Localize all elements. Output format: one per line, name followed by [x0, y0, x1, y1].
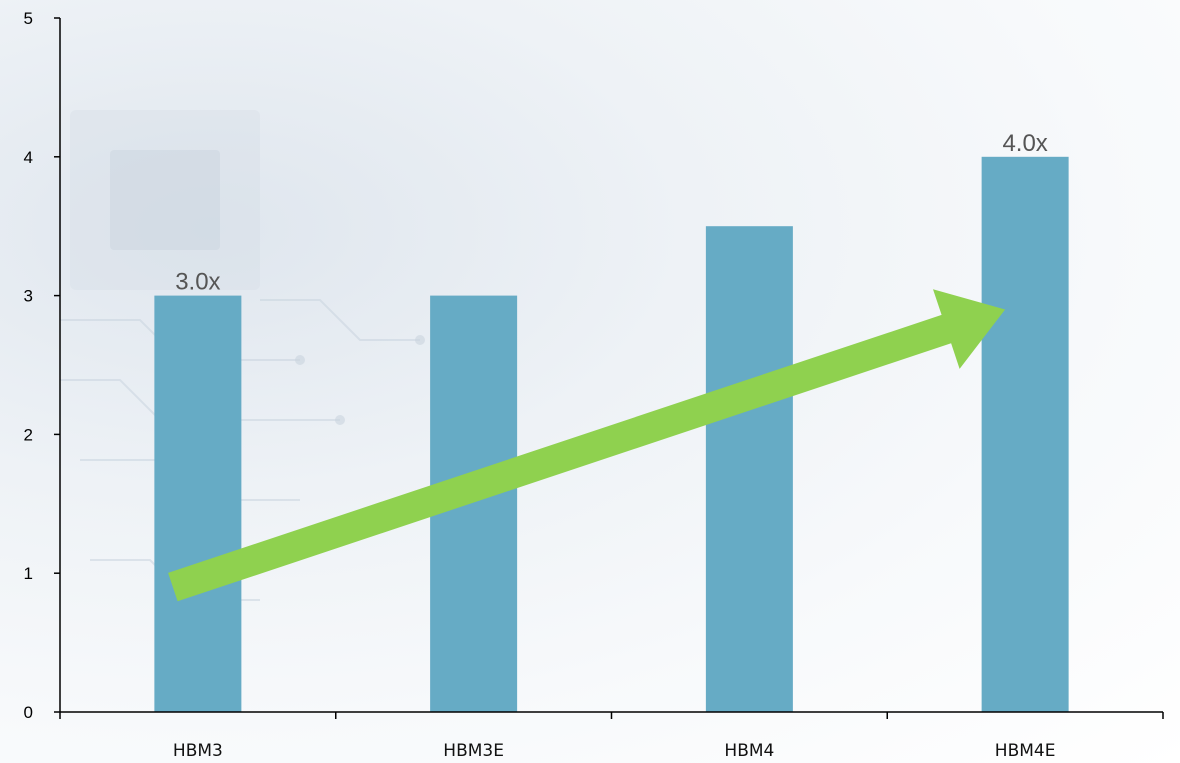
circuit-node	[335, 415, 345, 425]
y-tick-label: 1	[24, 564, 33, 583]
bar-hbm4e	[981, 156, 1069, 713]
trend-arrow-layer	[168, 289, 1006, 602]
y-tick-label: 5	[24, 9, 33, 28]
x-tick-label-hbm3e: HBM3E	[443, 741, 504, 761]
bars-layer	[154, 156, 1069, 713]
trend-arrow	[168, 289, 1006, 602]
y-tick-label: 0	[24, 703, 33, 722]
data-label-hbm3: 3.0x	[175, 269, 220, 296]
circuit-node	[415, 335, 425, 345]
circuit-trace	[260, 299, 420, 341]
circuit-node	[295, 355, 305, 365]
y-tick-label: 2	[24, 425, 33, 444]
x-tick-label-hbm3: HBM3	[173, 741, 223, 761]
circuit-board-background	[60, 110, 425, 601]
bar-hbm4	[705, 226, 793, 712]
x-tick-label-hbm4: HBM4	[724, 741, 774, 761]
x-tick-label-hbm4e: HBM4E	[995, 741, 1056, 761]
y-tick-label: 4	[24, 148, 33, 167]
chip-core-shape	[110, 150, 220, 250]
labels-layer: HBM3 HBM3E HBM4 HBM4E 3.0x 4.0x	[173, 130, 1056, 761]
chip-shape	[70, 110, 260, 290]
bar-hbm3	[154, 295, 242, 712]
y-tick-label: 3	[24, 287, 33, 306]
data-label-hbm4e: 4.0x	[1002, 130, 1047, 157]
circuit-trace	[60, 379, 340, 421]
axes-layer: 0 1 2 3 4 5	[24, 9, 1164, 722]
